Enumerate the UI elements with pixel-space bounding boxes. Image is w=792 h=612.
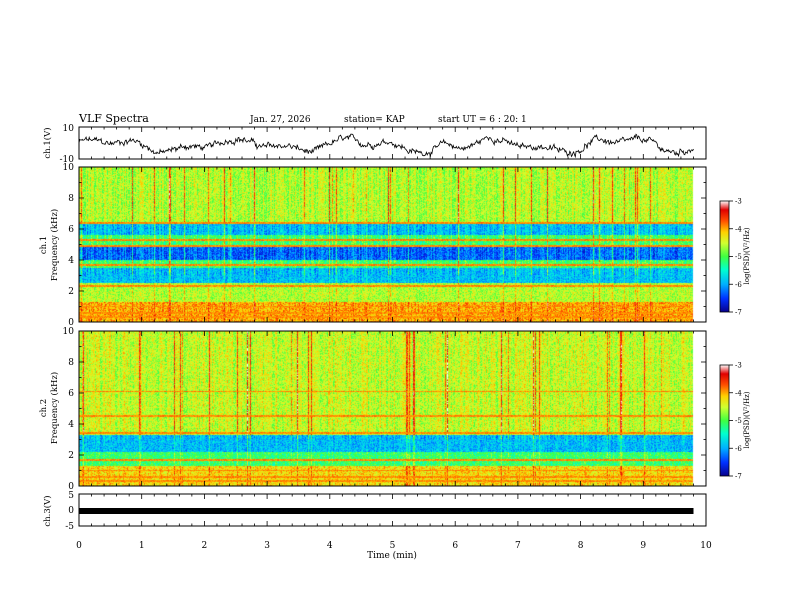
colorbar-tick-label: -4 [735,225,742,233]
y-tick-label: 6 [68,225,74,235]
ch3-waveform-ylabel: ch.3(V) [42,495,53,526]
x-tick-label: 10 [700,541,712,551]
y-tick-label: 0 [68,482,74,492]
time-axis-tick-labels: 0 1 2 3 4 5 6 7 8 9 10 [76,541,712,551]
ch1-waveform-ticks [78,127,707,159]
ch1-spectrogram-ticks [78,167,707,322]
ch1-spectrogram-ylabel-channel: ch.1 [39,236,49,254]
ch1-ytick-top: 10 [63,124,75,134]
header: VLF Spectra Jan. 27, 2026 station= KAP s… [78,112,527,125]
ch1-colorbar-ticks: -3 -4 -5 -6 -7 [729,198,742,317]
y-tick-label: 2 [68,451,74,461]
ch2-spectrogram-ylabel-frequency: Frequency (kHz) [49,372,60,444]
ch2-colorbar-label: log(PSD)(V²/Hz) [743,391,751,448]
ch3-ytick-top: 5 [68,491,74,501]
colorbar-tick-label: -3 [735,362,742,370]
ch2-colorbar-scale [719,364,730,477]
ch1-waveform-line [79,133,694,159]
colorbar-tick-label: -7 [735,309,742,317]
date-label: Jan. 27, 2026 [249,115,311,125]
ch1-ytick-bottom: -10 [60,155,75,165]
y-tick-label: 4 [68,256,74,266]
y-tick-label: 8 [68,358,74,368]
colorbar-tick-label: -7 [735,473,742,481]
ch3-waveform-ticks [78,494,707,526]
y-tick-label: 0 [68,318,74,328]
start-time-label: start UT = 6 : 20: 1 [438,115,527,125]
y-tick-label: 8 [68,194,74,204]
y-tick-label: 2 [68,287,74,297]
x-tick-label: 7 [515,541,521,551]
ch2-colorbar-ticks: -3 -4 -5 -6 -7 [729,362,742,481]
colorbar-tick-label: -6 [735,445,742,453]
y-tick-label: 10 [63,327,75,337]
ch2-spectrogram-panel: 0 2 4 6 8 10 ch.2 Frequency (kHz) [39,327,707,492]
ch1-colorbar: -3 -4 -5 -6 -7 log(PSD)(V²/Hz) [719,198,751,317]
colorbar-tick-label: -4 [735,389,742,397]
x-tick-label: 9 [640,541,646,551]
ch3-ytick-bottom: -5 [65,522,74,532]
x-tick-label: 1 [139,541,145,551]
colorbar-tick-label: -5 [735,417,742,425]
x-tick-label: 4 [327,541,333,551]
y-tick-label: 6 [68,389,74,399]
ch1-colorbar-scale [719,200,730,313]
ch3-ytick-middle: 0 [68,506,74,516]
x-tick-label: 3 [264,541,270,551]
time-axis-label: Time (min) [367,550,417,561]
ch1-colorbar-label: log(PSD)(V²/Hz) [743,227,751,284]
y-tick-label: 4 [68,420,74,430]
ch2-spectrogram-ticks [78,331,707,486]
ch2-colorbar: -3 -4 -5 -6 -7 log(PSD)(V²/Hz) [719,362,751,481]
ch1-spectrogram-panel: 0 2 4 6 8 10 ch.1 Frequency (kHz) [39,163,707,328]
ch2-spectrogram-ylabel-channel: ch.2 [39,399,49,417]
y-tick-label: 10 [63,163,75,173]
ch1-spectrogram-image [79,167,706,322]
x-tick-label: 5 [390,541,396,551]
x-tick-label: 8 [578,541,584,551]
ch2-spectrogram-image [79,331,706,486]
ch1-waveform-ylabel: ch.1(V) [42,127,53,158]
ch1-spectrogram-ylabel-frequency: Frequency (kHz) [49,209,60,281]
x-tick-label: 6 [452,541,458,551]
ch3-waveform-trace [79,508,694,514]
ch3-waveform-panel: 5 0 -5 ch.3(V) 0 1 2 3 4 5 6 7 8 9 10 Time (min) [42,491,712,561]
colorbar-tick-label: -3 [735,198,742,206]
ch2-spectrogram-yticks: 0 2 4 6 8 10 [63,327,706,492]
ch1-waveform-panel: 10 -10 ch.1(V) [42,124,707,165]
x-tick-label: 2 [202,541,208,551]
colorbar-tick-label: -5 [735,253,742,261]
station-label: station= KAP [344,115,405,125]
ch1-spectrogram-yticks: 0 2 4 6 8 10 [63,163,706,328]
x-tick-label: 0 [76,541,82,551]
colorbar-tick-label: -6 [735,281,742,289]
figure-title: VLF Spectra [78,112,149,125]
